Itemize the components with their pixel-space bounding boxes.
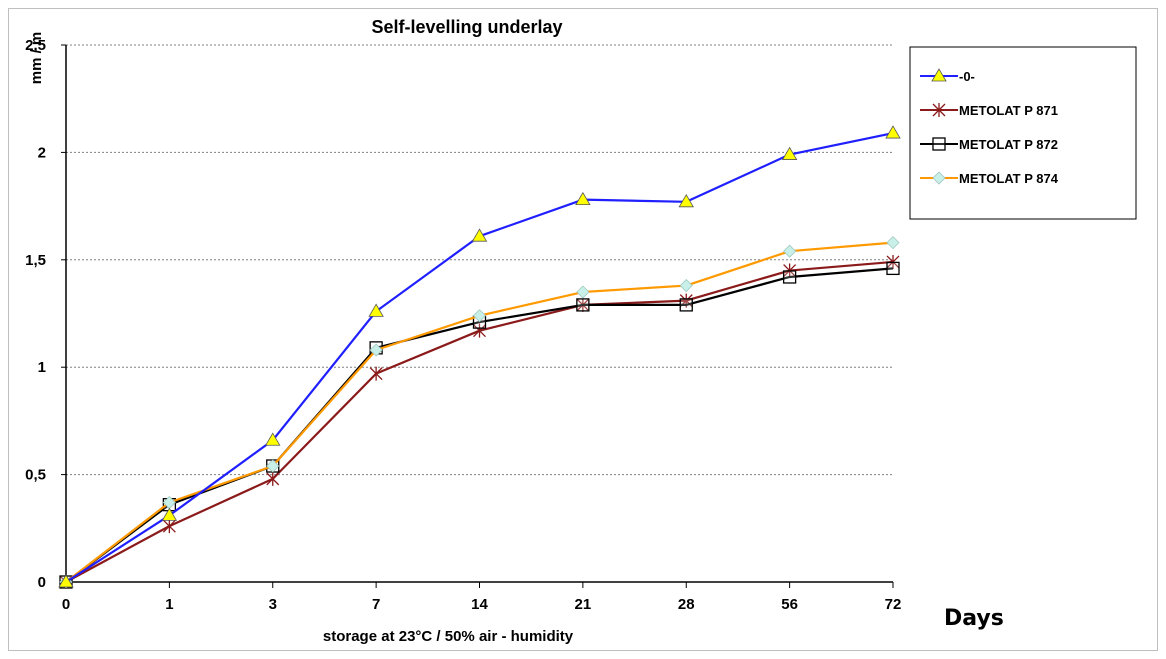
legend-marker [932,171,946,185]
legend-label: METOLAT P 874 [959,171,1059,186]
x-tick-label: 3 [269,596,277,613]
x-tick-label: 72 [885,596,902,613]
legend-marker [932,103,946,117]
x-tick-label: 1 [165,596,173,613]
data-point [783,244,797,258]
y-tick-label: 0 [38,574,46,591]
data-point [369,366,383,381]
data-point [266,459,280,473]
x-unit-label: Days [944,606,1004,631]
legend-label: METOLAT P 871 [959,103,1058,118]
chart-title: Self-levelling underlay [371,17,562,37]
x-tick-label: 28 [678,596,695,613]
data-point [162,519,176,534]
y-tick-label: 1 [38,359,46,376]
data-point [368,303,384,317]
data-point [576,285,590,299]
data-point [471,228,488,242]
x-tick-label: 7 [372,596,380,613]
legend-box [909,46,1137,220]
data-point [886,236,900,250]
y-tick-label: 1,5 [25,252,46,269]
x-tick-label: 0 [62,596,70,613]
x-axis-label: storage at 23°C / 50% air - humidity [323,628,574,645]
series-line [65,241,894,583]
y-axis-label: mm / m [28,32,45,85]
data-point [266,471,280,486]
data-point [885,125,901,139]
data-point [576,298,590,312]
data-point [161,507,178,521]
legend-label: -0- [959,69,975,84]
data-point [679,279,693,293]
data-point [678,194,694,208]
y-tick-label: 2,5 [25,37,46,54]
data-point [473,323,486,338]
data-point [575,191,591,206]
legend-label: METOLAT P 872 [959,137,1058,152]
series-line [65,131,894,583]
data-point [369,343,383,357]
data-point [886,261,900,276]
legend-marker [931,68,947,82]
x-tick-label: 14 [471,596,488,613]
legend-marker [932,137,946,151]
data-point [782,270,797,284]
y-tick-label: 2 [38,144,46,161]
axes: 0 0,5 1 1,5 2 2,5 0 1 3 7 14 21 28 56 72 [25,37,901,613]
data-point [58,574,74,588]
y-tick-label: 0,5 [25,467,46,484]
data-point [265,432,281,446]
chart-frame [8,8,1158,651]
gridlines [66,44,893,476]
data-point [679,298,693,312]
data-point [472,309,487,323]
x-tick-label: 56 [781,596,798,613]
series-lines [58,125,901,589]
legend: -0- METOLAT P 871 METOLAT P 872 METOLAT P 8… [909,46,1137,220]
x-tick-label: 21 [575,596,592,613]
data-point [781,146,798,160]
